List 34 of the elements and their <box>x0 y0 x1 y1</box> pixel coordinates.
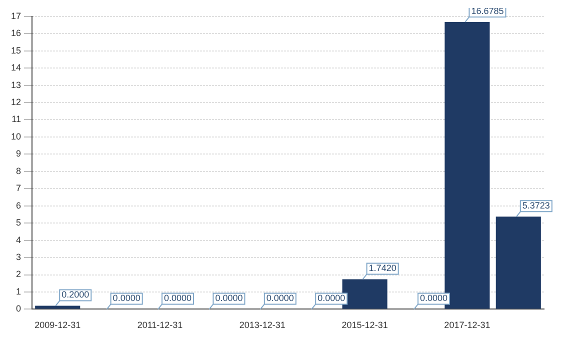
x-tick-label: 2015-12-31 <box>342 320 388 330</box>
y-tick-label: 10 <box>10 131 22 142</box>
data-label: 0.0000 <box>112 293 140 304</box>
y-tick-label: 5 <box>16 218 22 228</box>
data-label: 16.6785 <box>471 6 504 16</box>
data-label: 0.0000 <box>318 293 346 304</box>
data-label: 0.0000 <box>420 293 448 304</box>
y-tick-label: 12 <box>10 97 22 107</box>
x-tick-label: 2013-12-31 <box>239 320 286 330</box>
data-label: 0.0000 <box>164 293 192 304</box>
y-tick-label: 3 <box>16 252 22 262</box>
y-tick-label: 11 <box>12 114 22 124</box>
y-tick-label: 16 <box>10 28 22 38</box>
y-tick-label: 15 <box>10 45 22 56</box>
y-tick-label: 1 <box>16 286 22 296</box>
y-tick-label: 0 <box>16 304 22 314</box>
y-tick-label: 14 <box>10 62 22 73</box>
y-tick-label: 9 <box>16 148 22 159</box>
y-tick-label: 2 <box>16 269 22 280</box>
data-label: 0.2000 <box>62 290 90 300</box>
y-tick-label: 13 <box>10 80 22 90</box>
x-tick-label: 2017-12-31 <box>444 320 490 330</box>
x-tick-label: 2011-12-31 <box>137 320 183 330</box>
y-tick-label: 7 <box>16 183 22 194</box>
y-tick-label: 17 <box>10 10 22 21</box>
data-label: 1.7420 <box>368 263 396 274</box>
y-tick-label: 8 <box>16 166 22 176</box>
data-label: 5.3723 <box>522 200 550 211</box>
y-tick-label: 4 <box>16 234 22 245</box>
x-tick-label: 2009-12-31 <box>34 320 81 330</box>
data-label: 0.0000 <box>266 293 294 304</box>
bar <box>496 216 541 309</box>
data-label: 0.0000 <box>215 293 243 304</box>
y-tick-label: 6 <box>16 200 22 210</box>
